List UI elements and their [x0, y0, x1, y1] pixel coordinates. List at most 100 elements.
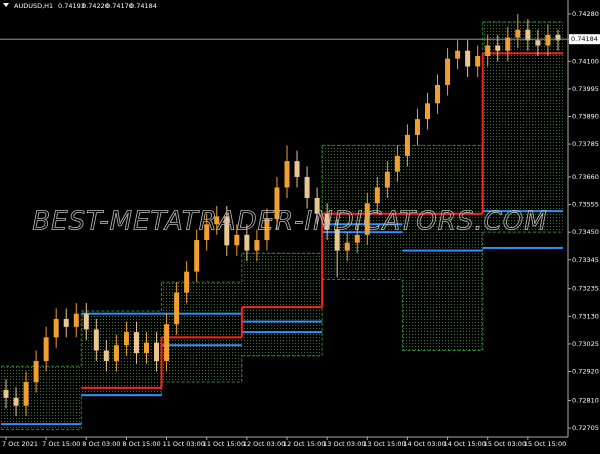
y-tick-label: 0.73235	[572, 285, 599, 293]
band-fill	[231, 282, 242, 383]
candle-body	[394, 155, 400, 172]
candle-body	[354, 234, 360, 243]
candle-body	[435, 84, 441, 104]
menu-icon[interactable]	[3, 3, 9, 7]
y-tick-label: 0.74100	[572, 57, 599, 65]
band-fill	[522, 21, 533, 233]
candle-body	[43, 337, 49, 362]
band-fill	[442, 145, 453, 351]
x-tick-label: 7 Oct 15:00	[42, 440, 80, 448]
band-fill	[271, 253, 282, 356]
y-tick-label: 0.73345	[572, 256, 599, 264]
band-fill	[422, 145, 433, 351]
quote-value: 0.74193	[58, 2, 85, 10]
band-fill	[312, 253, 323, 356]
band-fill	[211, 282, 222, 383]
candle-body	[244, 234, 250, 251]
band-fill	[512, 21, 523, 233]
band-fill	[302, 253, 313, 356]
band-fill	[462, 145, 473, 351]
candle-body	[164, 324, 170, 362]
candle-body	[475, 56, 481, 67]
x-tick-label: 14 Oct 15:00	[444, 440, 486, 448]
candle-body	[154, 342, 160, 362]
y-tick-label: 0.73785	[572, 140, 599, 148]
band-fill	[31, 366, 42, 430]
candle-body	[324, 213, 330, 230]
candle-body	[425, 103, 430, 120]
candle-body	[274, 187, 280, 220]
y-tick-label: 0.74280	[572, 10, 599, 18]
candle-body	[194, 240, 200, 272]
band-fill	[332, 145, 343, 280]
candle-body	[505, 37, 511, 51]
candle-body	[555, 34, 561, 41]
band-fill	[472, 145, 483, 351]
band-fill	[181, 282, 192, 383]
candle-body	[374, 187, 380, 204]
candle-body	[334, 229, 340, 251]
candle-body	[364, 203, 370, 235]
x-tick-label: 14 Oct 03:00	[403, 440, 445, 448]
y-tick-label: 0.73025	[572, 340, 599, 348]
band-fill	[342, 145, 353, 280]
quote-value: 0.74220	[82, 2, 109, 10]
band-fill	[382, 145, 393, 280]
candle-body	[214, 216, 220, 225]
quote-value: 0.74170	[106, 2, 133, 10]
x-tick-label: 15 Oct 15:00	[524, 440, 566, 448]
candle-body	[83, 313, 89, 330]
candle-body	[495, 45, 501, 51]
candle-body	[465, 50, 471, 67]
band-fill	[452, 145, 463, 351]
band-fill	[542, 21, 553, 233]
y-tick-label: 0.73995	[572, 85, 599, 93]
candle-body	[414, 119, 420, 135]
candle-body	[174, 292, 180, 325]
candle-body	[264, 219, 270, 241]
candle-body	[445, 58, 451, 85]
band-fill	[432, 145, 443, 351]
candle-body	[93, 329, 99, 351]
candle-body	[455, 50, 461, 59]
band-fill	[492, 21, 503, 233]
candle-body	[284, 161, 290, 188]
x-tick-label: 8 Oct 03:00	[82, 440, 120, 448]
candle-body	[545, 34, 551, 46]
band-fill	[281, 253, 293, 356]
candle-body	[63, 318, 69, 327]
candle-body	[204, 224, 210, 241]
last-price-box	[569, 34, 600, 45]
candle-body	[123, 332, 129, 346]
x-tick-label: 13 Oct 15:00	[363, 440, 405, 448]
band-fill	[402, 145, 413, 351]
band-fill	[251, 253, 262, 356]
band-fill	[552, 21, 563, 233]
candle-body	[404, 134, 410, 156]
band-fill	[292, 253, 303, 356]
y-tick-label: 0.73555	[572, 201, 599, 209]
band-fill	[261, 253, 272, 356]
candle-body	[3, 389, 9, 398]
candle-body	[53, 318, 59, 338]
candle-body	[224, 216, 230, 246]
x-tick-label: 8 Oct 15:00	[122, 440, 160, 448]
band-fill	[51, 366, 62, 430]
candle-body	[144, 342, 149, 354]
candle-body	[23, 382, 29, 406]
candle-body	[234, 234, 240, 246]
band-fill	[241, 253, 252, 356]
candle-body	[73, 313, 79, 327]
y-tick-label: 0.73660	[572, 173, 599, 181]
x-tick-label: 11 Oct 15:00	[203, 440, 245, 448]
x-tick-label: 12 Oct 03:00	[243, 440, 285, 448]
x-tick-label: 13 Oct 03:00	[323, 440, 365, 448]
x-tick-label: 12 Oct 15:00	[283, 440, 325, 448]
candle-body	[314, 197, 320, 214]
band-fill	[502, 21, 513, 233]
candle-body	[304, 176, 310, 198]
candle-body	[294, 161, 300, 177]
candle-body	[13, 397, 19, 406]
